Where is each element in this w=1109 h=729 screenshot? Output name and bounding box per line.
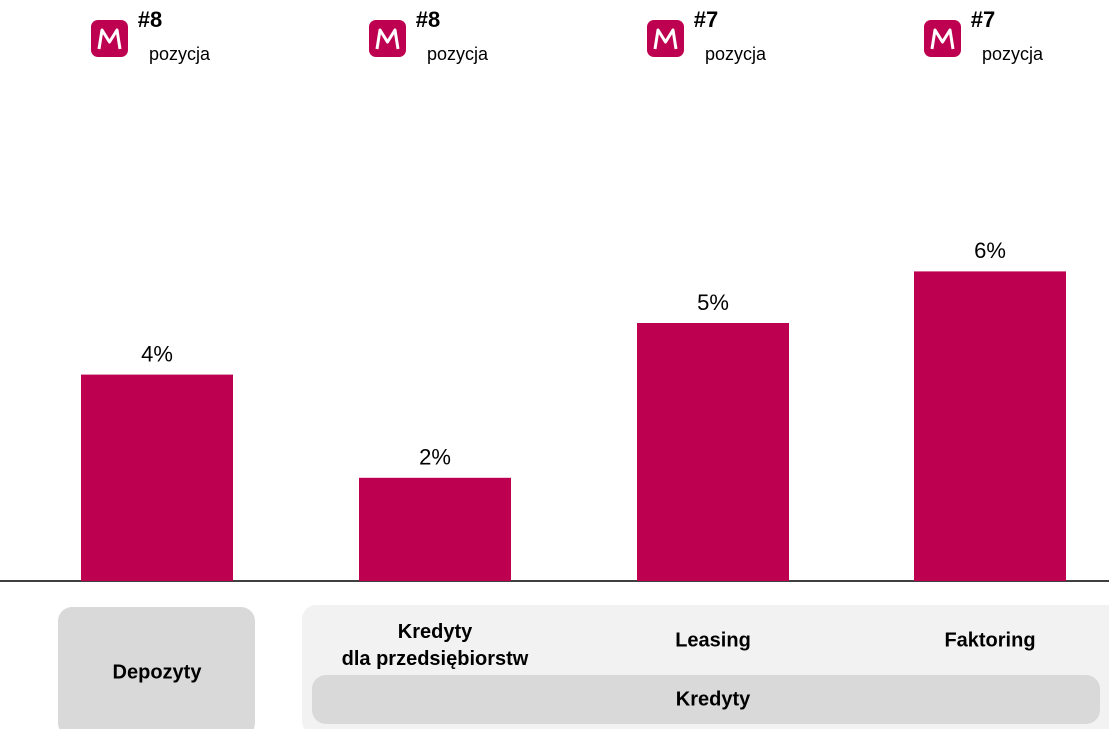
rank-caption: pozycja <box>982 44 1044 64</box>
rank: #8 <box>138 7 162 32</box>
x-tick-label: Depozyty <box>112 661 202 684</box>
rank: #8 <box>416 7 440 32</box>
logo-mark <box>375 28 400 50</box>
rank-caption: pozycja <box>427 44 489 64</box>
logo-mark <box>97 28 122 50</box>
value-label: 4% <box>141 341 173 366</box>
group-label: Kredyty <box>675 688 751 711</box>
logo <box>91 20 128 57</box>
group-label-box <box>312 675 1100 724</box>
rank: #7 <box>971 7 995 32</box>
value-label: 5% <box>697 290 729 315</box>
logo-mark <box>930 28 955 50</box>
rank-caption: pozycja <box>705 44 767 64</box>
bar <box>359 477 511 581</box>
value-label: 6% <box>974 238 1006 263</box>
rank-caption: pozycja <box>149 44 211 64</box>
logo <box>647 20 684 57</box>
bar <box>637 323 789 581</box>
bar <box>81 374 233 581</box>
x-tick-label: Kredyty dla przedsiębiorstw <box>341 621 529 670</box>
value-label: 2% <box>419 445 451 470</box>
logo-mark <box>653 28 678 50</box>
bar <box>914 271 1066 581</box>
rank: #7 <box>694 7 718 32</box>
logo <box>924 20 961 57</box>
x-tick-label: Faktoring <box>944 629 1036 652</box>
logo <box>369 20 406 57</box>
x-tick-label: Leasing <box>675 629 751 652</box>
category-box <box>58 607 255 729</box>
